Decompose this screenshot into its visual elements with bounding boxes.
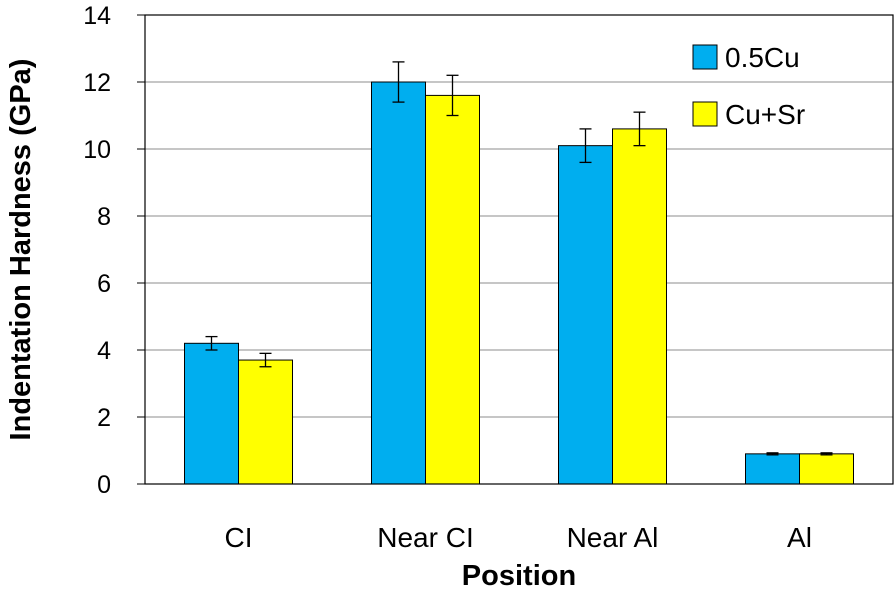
legend-label: Cu+Sr xyxy=(725,99,805,130)
error-bars xyxy=(205,61,833,456)
bar-0-5cu xyxy=(558,145,613,485)
x-category-labels: CI Near CI Near Al Al xyxy=(225,522,812,553)
category-label: CI xyxy=(225,522,253,553)
y-tick-label: 4 xyxy=(97,337,111,365)
bar-0-5cu xyxy=(371,81,426,485)
bar-cu-sr xyxy=(799,453,854,485)
bars xyxy=(184,81,854,485)
plot-area-frame xyxy=(144,14,894,485)
y-tick-label: 2 xyxy=(97,404,111,432)
bar-cu-sr xyxy=(238,359,293,485)
bar-cu-sr xyxy=(612,128,667,485)
bar-0-5cu xyxy=(745,453,800,485)
legend-label: 0.5Cu xyxy=(725,42,800,73)
bar-cu-sr xyxy=(425,94,480,485)
category-label: Near Al xyxy=(567,522,659,553)
y-tick-label: 6 xyxy=(97,270,111,298)
category-label: Al xyxy=(787,522,812,553)
y-tick-label: 14 xyxy=(83,2,111,30)
y-tick-label: 10 xyxy=(83,136,111,164)
y-tick-labels: 0 2 4 6 8 10 12 14 xyxy=(83,2,111,499)
x-axis-title: Position xyxy=(462,560,576,592)
y-axis-title: Indentation Hardness (GPa) xyxy=(5,59,37,441)
category-label: Near CI xyxy=(377,522,473,553)
y-tick-label: 0 xyxy=(97,471,111,499)
y-tick-label: 12 xyxy=(83,69,111,97)
legend-swatch xyxy=(692,44,718,70)
legend-swatch xyxy=(692,101,718,127)
bar-0-5cu xyxy=(184,342,239,485)
legend: 0.5Cu Cu+Sr xyxy=(692,42,805,130)
y-tick-label: 8 xyxy=(97,203,111,231)
